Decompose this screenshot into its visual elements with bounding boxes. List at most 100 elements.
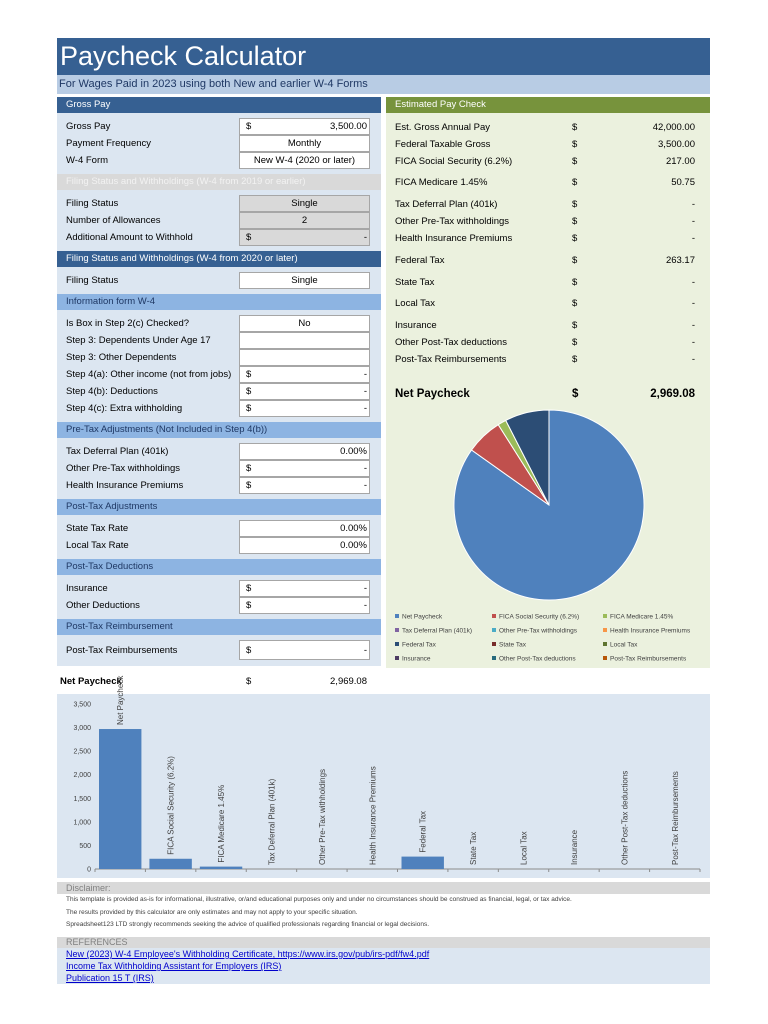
row-label: Other Deductions	[66, 600, 140, 611]
result-label: Health Insurance Premiums	[395, 232, 513, 244]
input-box	[239, 366, 370, 383]
currency: $	[246, 369, 252, 380]
section-header	[57, 619, 381, 635]
result-label: Federal Taxable Gross	[395, 138, 491, 150]
section-title: Pre-Tax Adjustments (Not Included in Ste…	[66, 424, 268, 435]
result-currency: $	[572, 138, 578, 150]
references-area	[57, 948, 710, 984]
category-label: Other Pre-Tax withholdings	[318, 769, 327, 865]
result-currency: $	[572, 353, 578, 365]
result-value: -	[691, 215, 695, 227]
section-title: Post-Tax Reimbursement	[66, 621, 173, 632]
input-value: -	[363, 386, 367, 397]
row-label: Insurance	[66, 583, 108, 594]
section-title: Filing Status and Withholdings (W-4 from…	[66, 253, 298, 264]
category-label: Other Post-Tax deductions	[620, 771, 629, 865]
row-label: Step 4(a): Other income (not from jobs)	[66, 369, 232, 380]
disclaimer-title: Disclaimer:	[66, 883, 111, 893]
input-value: Single	[291, 275, 318, 286]
bar	[401, 856, 444, 869]
pie-slice	[505, 409, 550, 506]
currency: $	[246, 386, 252, 397]
legend-swatch	[603, 628, 607, 632]
row-label: Is Box in Step 2(c) Checked?	[66, 318, 190, 329]
legend-label: Other Pre-Tax withholdings	[499, 628, 578, 635]
category-label: Tax Deferral Plan (401k)	[267, 778, 276, 865]
result-label: FICA Medicare 1.45%	[395, 176, 488, 188]
result-currency: $	[572, 198, 578, 210]
input-value: -	[363, 600, 367, 611]
summary-currency: $	[246, 676, 252, 687]
section-header	[57, 499, 381, 515]
legend-swatch	[395, 642, 399, 646]
currency: $	[246, 463, 252, 474]
input-value: 0.00%	[340, 446, 367, 457]
legend-swatch	[603, 642, 607, 646]
result-label: Net Paycheck	[395, 387, 470, 400]
y-tick-label: 3,500	[73, 702, 91, 709]
section-header	[57, 97, 381, 113]
input-value: 0.00%	[340, 540, 367, 551]
input-box	[239, 315, 370, 332]
input-value: New W-4 (2020 or later)	[253, 155, 356, 166]
legend-label: Other Post-Tax deductions	[499, 656, 576, 663]
input-value: -	[363, 644, 367, 656]
legend-swatch	[603, 656, 607, 660]
row-label: State Tax Rate	[66, 523, 129, 534]
input-value: 2	[301, 215, 308, 226]
input-box	[239, 477, 370, 494]
reference-link[interactable]: Income Tax Withholding Assistant for Emp…	[66, 961, 282, 971]
result-currency: $	[572, 176, 578, 188]
category-label: Health Insurance Premiums	[368, 766, 377, 865]
category-label: Net Paycheck	[116, 675, 125, 725]
input-value: 3,500.00	[330, 121, 367, 132]
result-currency: $	[572, 121, 578, 133]
result-value: 2,969.08	[650, 387, 695, 400]
input-value: -	[363, 583, 367, 594]
y-tick-label: 0	[87, 867, 91, 874]
result-value: 3,500.00	[658, 138, 695, 150]
result-value: 50.75	[671, 176, 695, 188]
legend-label: Local Tax	[610, 642, 638, 649]
legend-swatch	[395, 628, 399, 632]
reference-link[interactable]: Publication 15 T (IRS)	[66, 973, 154, 983]
category-label: FICA Medicare 1.45%	[217, 785, 226, 863]
result-currency: $	[572, 254, 578, 266]
input-box	[239, 640, 370, 660]
input-value: -	[363, 480, 367, 491]
row-label: Additional Amount to Withhold	[66, 232, 193, 243]
currency: $	[246, 644, 252, 656]
category-label: Insurance	[570, 829, 579, 865]
row-label: Health Insurance Premiums	[66, 480, 184, 491]
currency: $	[246, 583, 252, 594]
references-title: REFERENCES	[66, 937, 128, 947]
row-label: Gross Pay	[66, 121, 111, 132]
section-header	[57, 174, 381, 190]
legend-label: State Tax	[499, 642, 527, 649]
legend-label: Post-Tax Reimbursements	[610, 656, 687, 663]
result-value: -	[691, 276, 695, 288]
legend-swatch	[492, 656, 496, 660]
row-label: W-4 Form	[66, 155, 109, 166]
result-label: State Tax	[395, 276, 435, 288]
page-title: Paycheck Calculator	[60, 41, 307, 71]
row-label: Step 3: Other Dependents	[66, 352, 177, 363]
right-header	[386, 97, 710, 113]
row-label: Step 4(b): Deductions	[66, 386, 158, 397]
currency: $	[246, 480, 252, 491]
bar	[149, 858, 192, 869]
result-currency: $	[572, 297, 578, 309]
section-header	[57, 422, 381, 438]
category-label: FICA Social Security (6.2%)	[167, 756, 176, 855]
category-label: Local Tax	[520, 831, 529, 865]
result-value: -	[691, 232, 695, 244]
reference-link[interactable]: New (2023) W-4 Employee's Withholding Ce…	[66, 949, 430, 959]
y-tick-label: 1,000	[73, 819, 91, 826]
section-title: Information form W-4	[66, 296, 156, 307]
input-box	[239, 537, 370, 554]
result-value: -	[691, 198, 695, 210]
currency: $	[246, 403, 252, 414]
input-value: -	[363, 369, 367, 380]
row-label: Number of Allowances	[66, 215, 161, 226]
